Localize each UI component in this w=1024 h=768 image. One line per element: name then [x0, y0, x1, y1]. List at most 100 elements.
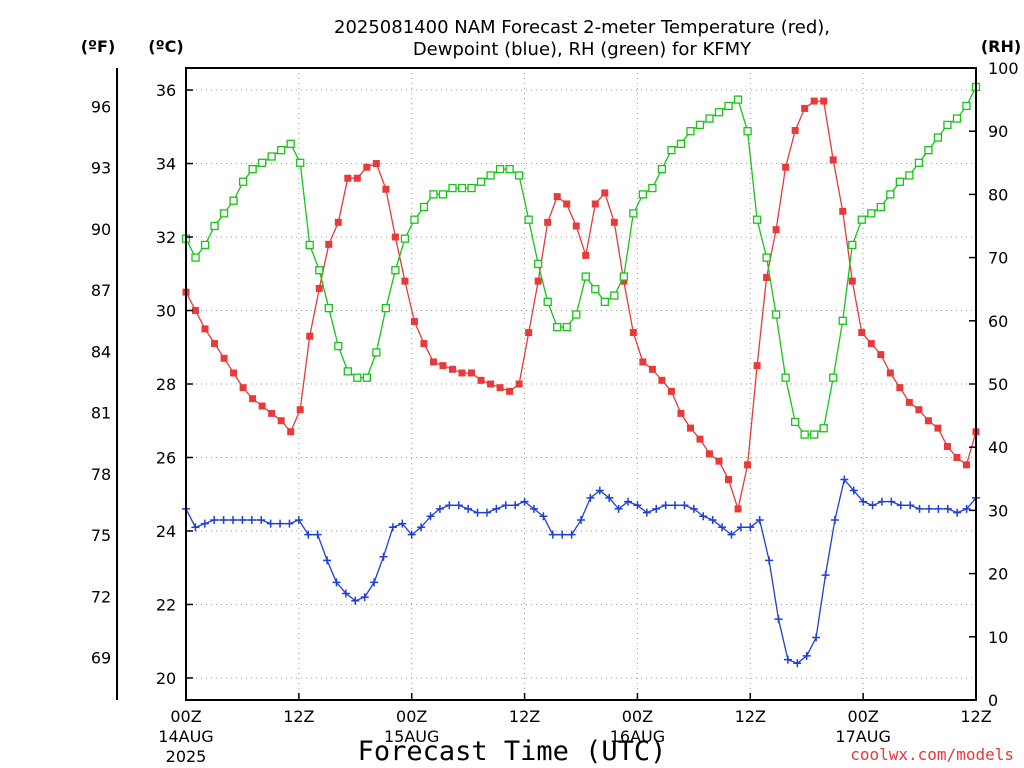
- data-point: [877, 497, 886, 506]
- fahrenheit-tick-label: 75: [91, 526, 111, 545]
- data-point: [686, 127, 695, 136]
- data-point: [648, 365, 656, 373]
- data-point: [906, 501, 915, 510]
- data-point: [577, 515, 585, 524]
- data-point: [705, 450, 713, 458]
- data-point: [610, 291, 619, 300]
- series-line: [185, 86, 977, 436]
- data-point: [705, 114, 714, 123]
- x-tick-date-label: 16AUG: [610, 727, 665, 746]
- data-point: [544, 218, 552, 226]
- celsius-tick-label: 26: [156, 448, 176, 467]
- data-point: [391, 233, 399, 241]
- data-point: [839, 207, 847, 215]
- data-point: [696, 435, 704, 443]
- data-point: [639, 358, 647, 366]
- data-point: [724, 101, 733, 111]
- data-point: [553, 193, 561, 201]
- fahrenheit-unit-label: (ºF): [81, 37, 116, 56]
- data-point: [601, 189, 609, 197]
- data-point: [306, 332, 314, 340]
- data-point: [581, 272, 590, 281]
- data-point: [219, 515, 228, 524]
- data-point: [305, 240, 314, 250]
- data-point: [501, 501, 510, 510]
- data-point: [229, 515, 238, 524]
- data-point: [520, 497, 529, 506]
- data-point: [962, 101, 971, 111]
- fahrenheit-tick-label: 72: [91, 587, 111, 606]
- data-point: [239, 384, 247, 392]
- data-point: [249, 395, 257, 403]
- rh-tick-label: 0: [988, 691, 998, 710]
- data-point: [924, 146, 933, 155]
- data-point: [895, 177, 905, 186]
- celsius-tick-label: 22: [156, 595, 176, 614]
- data-point: [210, 221, 219, 231]
- data-point: [791, 126, 799, 134]
- data-point: [445, 501, 454, 510]
- data-point: [648, 183, 657, 193]
- data-point: [838, 316, 847, 325]
- data-point: [543, 297, 552, 306]
- data-point: [762, 253, 771, 262]
- data-point: [400, 234, 410, 243]
- rh-tick-label: 10: [988, 628, 1008, 647]
- data-point: [558, 530, 567, 539]
- data-point: [238, 177, 248, 186]
- data-point: [677, 409, 685, 417]
- data-point: [820, 97, 828, 105]
- watermark: coolwx.com/models: [850, 745, 1014, 764]
- data-point: [600, 297, 609, 306]
- rh-unit-label: (RH): [981, 37, 1021, 56]
- data-point: [266, 519, 275, 528]
- data-point: [296, 158, 305, 167]
- series-dewpoint: [182, 475, 980, 668]
- data-point: [857, 215, 866, 224]
- data-point: [686, 424, 694, 432]
- data-point: [586, 493, 595, 502]
- data-point: [379, 552, 388, 561]
- data-point: [372, 160, 380, 168]
- series-line: [185, 478, 977, 665]
- data-point: [257, 515, 266, 524]
- data-point: [454, 501, 463, 510]
- data-point: [429, 190, 438, 199]
- data-point: [277, 417, 285, 425]
- data-point: [952, 114, 962, 123]
- data-point: [953, 508, 962, 517]
- data-point: [934, 504, 943, 513]
- data-point: [801, 104, 809, 112]
- data-point: [464, 504, 473, 513]
- data-point: [629, 329, 637, 337]
- data-point: [619, 272, 628, 281]
- data-point: [876, 202, 885, 212]
- series-rh: [181, 82, 981, 439]
- data-point: [614, 504, 623, 513]
- data-point: [398, 519, 407, 528]
- data-point: [525, 329, 533, 337]
- celsius-tick-label: 24: [156, 522, 176, 541]
- data-point: [200, 240, 210, 250]
- data-point: [230, 369, 238, 377]
- x-tick-label: 12Z: [283, 707, 314, 726]
- data-point: [715, 457, 723, 465]
- data-point: [486, 171, 495, 180]
- data-point: [495, 164, 505, 174]
- data-point: [676, 139, 686, 148]
- fahrenheit-tick-label: 90: [91, 220, 111, 239]
- data-point: [258, 402, 266, 410]
- x-tick-label: 00Z: [396, 707, 427, 726]
- x-tick-date-label: 14AUG: [158, 727, 213, 746]
- data-point: [323, 556, 332, 565]
- data-point: [572, 222, 580, 230]
- data-point: [391, 266, 400, 275]
- data-point: [534, 277, 542, 285]
- data-point: [539, 512, 548, 521]
- rh-tick-label: 30: [988, 501, 1008, 520]
- data-point: [334, 341, 343, 351]
- data-point: [548, 530, 557, 539]
- data-point: [220, 354, 228, 362]
